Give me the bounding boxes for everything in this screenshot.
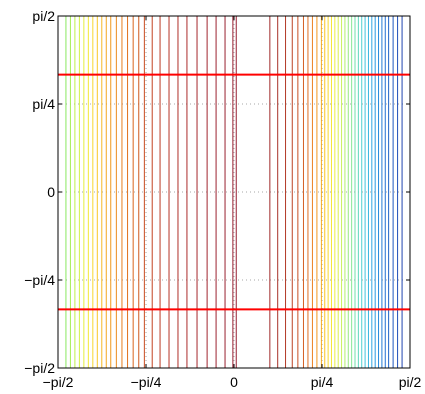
grid-lines [58, 16, 410, 368]
y-tick-labels: −pi/2 −pi/4 0 pi/4 pi/2 [24, 8, 55, 376]
x-tick-label: pi/4 [311, 374, 334, 390]
x-tick-labels: −pi/2 −pi/4 0 pi/4 pi/2 [43, 374, 422, 390]
y-tick-label: pi/2 [32, 8, 55, 24]
tick-marks [57, 15, 411, 369]
x-tick-label: 0 [230, 374, 238, 390]
y-tick-label: −pi/4 [24, 272, 55, 288]
x-tick-label: −pi/2 [43, 374, 74, 390]
y-tick-label: 0 [47, 184, 55, 200]
y-tick-label: pi/4 [32, 96, 55, 112]
horizontal-lines [58, 73, 410, 311]
x-tick-label: −pi/4 [131, 374, 162, 390]
x-tick-label: pi/2 [399, 374, 422, 390]
y-tick-label: −pi/2 [24, 360, 55, 376]
